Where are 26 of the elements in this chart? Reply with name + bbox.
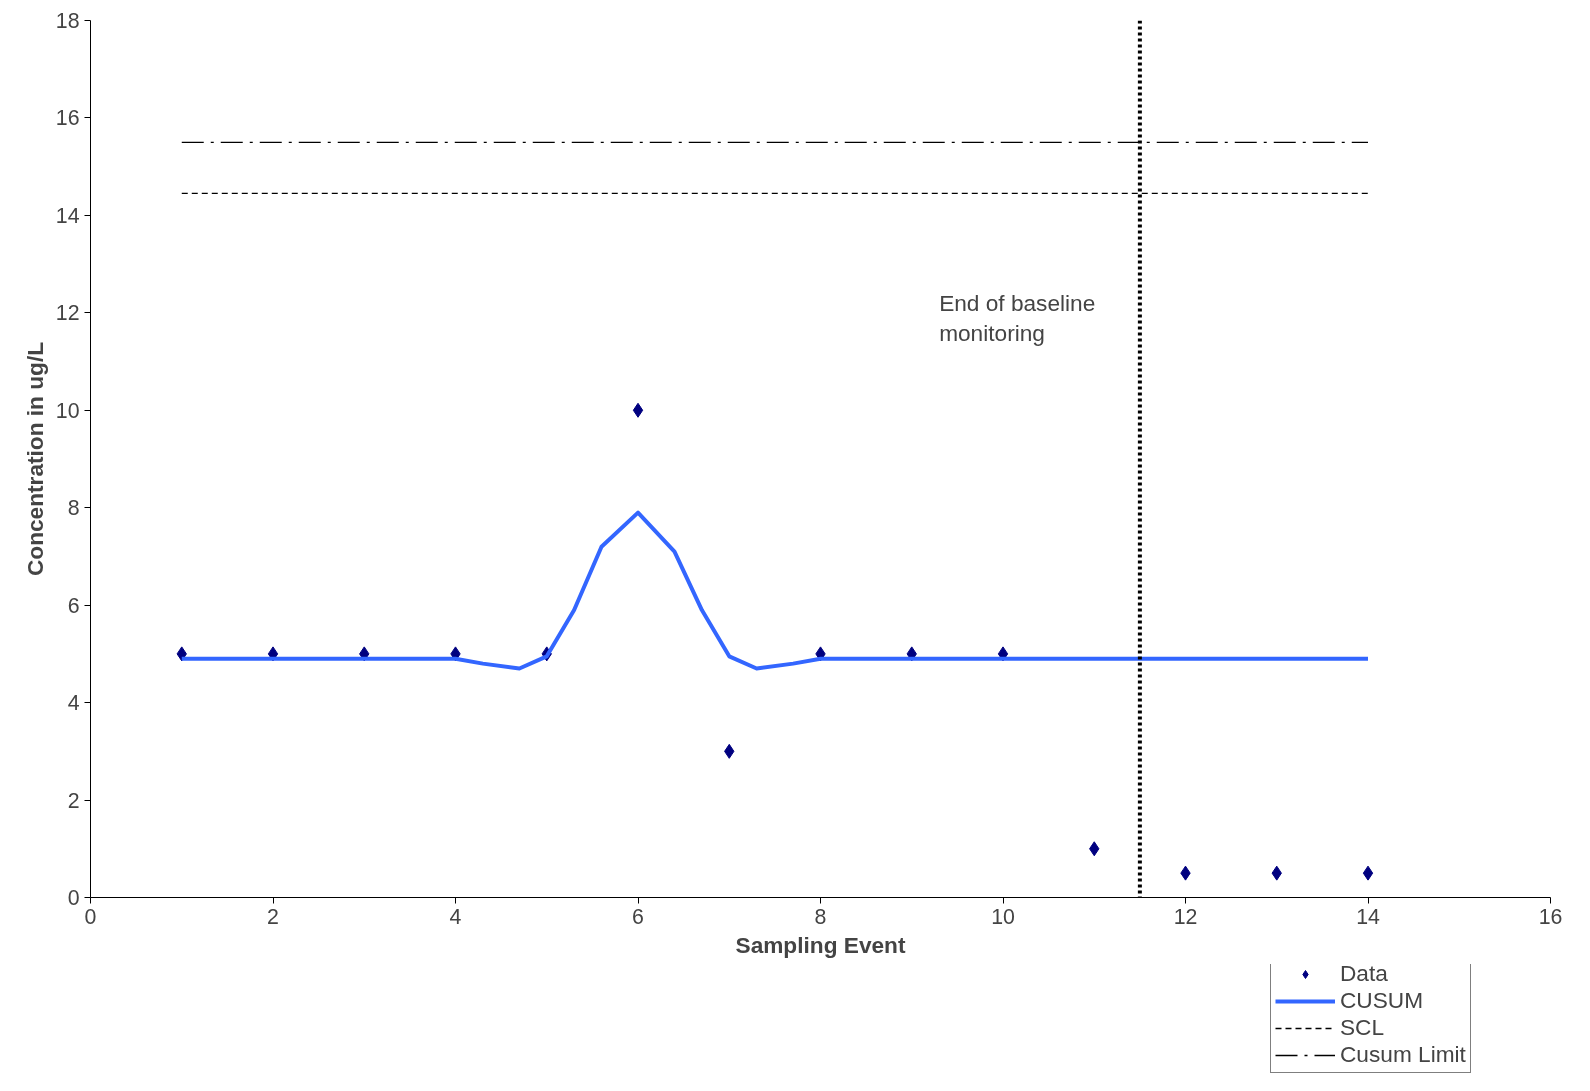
y-tick-label: 10: [55, 398, 80, 423]
y-tick-label: 8: [67, 496, 80, 521]
x-tick-label: 0: [84, 904, 97, 929]
y-tick-label: 14: [55, 203, 80, 228]
legend-label: Data: [1340, 963, 1388, 987]
y-tick-label: 0: [67, 886, 80, 910]
x-tick-label: 2: [267, 904, 279, 929]
x-tick-label: 8: [814, 904, 827, 929]
y-axis-title: Concentration in ug/L: [21, 341, 48, 577]
legend-label: CUSUM: [1340, 987, 1424, 1014]
y-tick-label: 12: [55, 301, 80, 326]
x-axis-title: Sampling Event: [735, 931, 906, 958]
y-tick-label: 6: [67, 593, 80, 618]
y-tick-label: 4: [67, 691, 80, 716]
x-tick-label: 14: [1356, 904, 1380, 929]
x-tick-label: 12: [1173, 904, 1198, 929]
x-tick-label: 6: [632, 904, 644, 929]
legend-label: SCL: [1340, 1014, 1385, 1041]
x-tick-label: 10: [991, 904, 1015, 929]
x-tick-label: 16: [1538, 904, 1563, 929]
y-tick-label: 2: [67, 788, 80, 813]
x-tick-label: 4: [449, 904, 462, 929]
y-tick-label: 16: [55, 106, 80, 131]
ref-line-label: End of baseline monitoring: [939, 290, 1096, 347]
legend-label: Cusum Limit: [1340, 1041, 1466, 1068]
y-tick-label: 18: [55, 9, 80, 33]
